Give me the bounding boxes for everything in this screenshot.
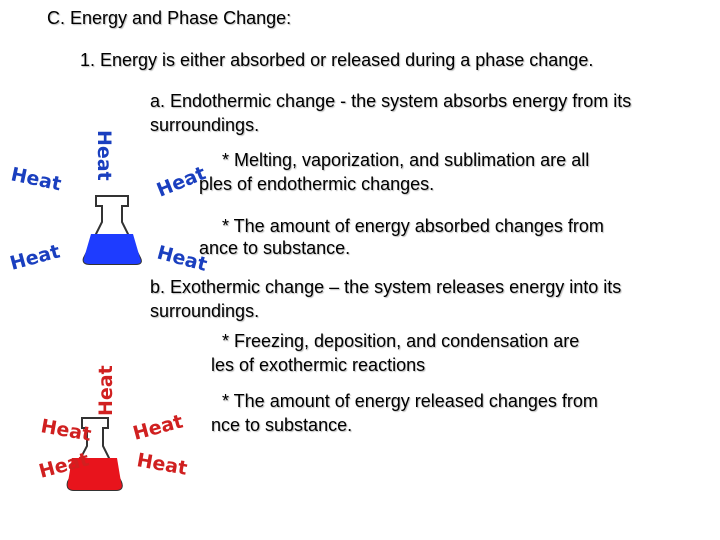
- endothermic-figure: Heat Heat Heat Heat Heat: [8, 130, 210, 276]
- bullet-line: ples of endothermic changes.: [199, 174, 435, 194]
- bullet-line: les of exothermic reactions: [211, 355, 426, 375]
- exothermic-heading: b. Exothermic change – the system releas…: [150, 277, 622, 321]
- bullet-line: * The amount of energy released changes …: [222, 391, 598, 411]
- heat-label: Heat: [95, 365, 117, 416]
- bullet-line: nce to substance.: [211, 415, 353, 435]
- title: C. Energy and Phase Change:: [47, 8, 292, 28]
- bullet-line: * The amount of energy absorbed changes …: [222, 216, 604, 236]
- liquid: [83, 234, 141, 264]
- main-point: 1. Energy is either absorbed or released…: [80, 50, 594, 70]
- heat-label: Heat: [93, 130, 115, 181]
- heat-label: Heat: [9, 163, 63, 195]
- heat-label: Heat: [8, 240, 63, 274]
- bullet-line: ance to substance.: [199, 238, 351, 258]
- exothermic-figure: Heat Heat Heat Heat Heat: [37, 365, 189, 491]
- endothermic-heading: a. Endothermic change - the system absor…: [150, 91, 632, 135]
- liquid: [67, 458, 122, 490]
- bullet-line: * Freezing, deposition, and condensation…: [222, 331, 580, 351]
- heat-label: Heat: [135, 449, 189, 479]
- heat-label: Heat: [131, 410, 186, 444]
- bullet-line: * Melting, vaporization, and sublimation…: [222, 150, 590, 170]
